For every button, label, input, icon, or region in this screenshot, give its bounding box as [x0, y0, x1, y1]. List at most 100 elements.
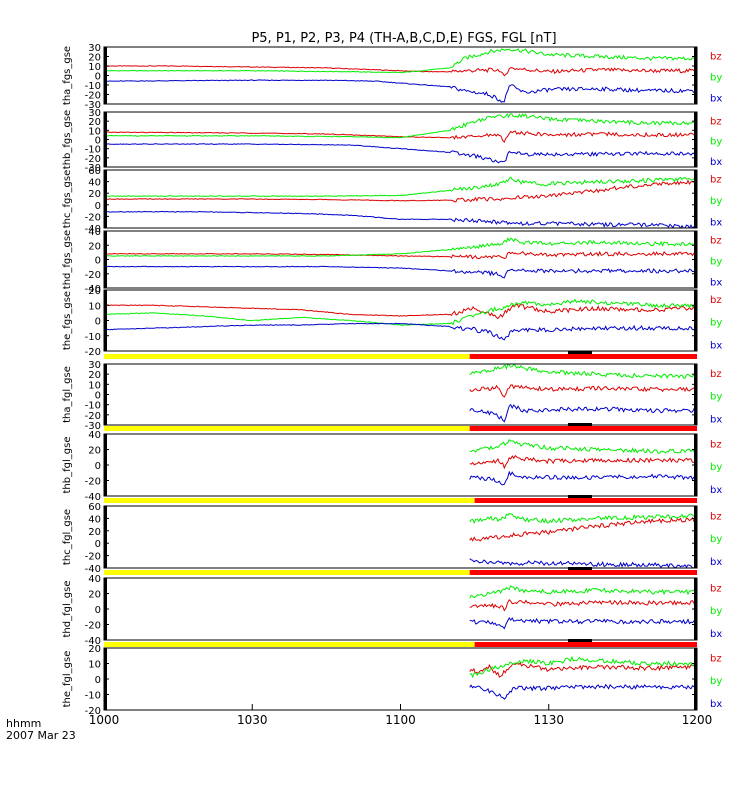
- series-bz-line: [469, 454, 697, 470]
- x-tick-label: 1200: [682, 713, 713, 727]
- series-bz-line: [469, 662, 697, 678]
- legend-label-bx: bx: [710, 218, 722, 229]
- panel-traces: [104, 237, 697, 279]
- series-bz-line: [104, 303, 697, 320]
- panel-frame: [103, 647, 698, 711]
- y-tick-label: -20: [85, 347, 101, 358]
- y-tick-label: 0: [95, 136, 101, 147]
- series-bz-line: [104, 179, 697, 203]
- y-tick-label: -40: [85, 284, 101, 295]
- y-tick-label: 0: [95, 461, 101, 472]
- legend-label-bz: bz: [710, 369, 722, 380]
- panel-thd_fgs_gse: 40 20 0 -20 -40 thd_fgs_gse bz by bx: [62, 227, 722, 295]
- panel-traces: [469, 438, 697, 486]
- series-bz-line: [104, 65, 697, 77]
- series-by-line: [104, 176, 697, 197]
- y-tick-label: -10: [85, 691, 101, 702]
- legend-label-by: by: [710, 318, 722, 329]
- panel-the_fgs_gse: 20 10 0 -10 -20 the_fgs_gse bz by bx: [62, 286, 722, 358]
- legend-label-by: by: [710, 392, 722, 403]
- y-tick-label: 0: [95, 539, 101, 550]
- legend-label-by: by: [710, 73, 722, 84]
- date-label: 2007 Mar 23: [6, 729, 76, 742]
- series-bz-line: [469, 598, 697, 612]
- panel-traces: [469, 655, 697, 700]
- y-tick-label: -20: [85, 706, 101, 717]
- y-tick-label: 20: [88, 370, 101, 381]
- y-tick-label: 0: [95, 391, 101, 402]
- series-bx-line: [104, 265, 697, 279]
- mode-bar-marker: [568, 351, 592, 354]
- series-bx-line: [104, 143, 697, 164]
- y-tick-label: 30: [88, 360, 101, 371]
- y-tick-label: -20: [85, 154, 101, 165]
- series-bx-line: [469, 403, 697, 423]
- panel-traces: [469, 584, 697, 630]
- series-by-line: [104, 298, 697, 326]
- panel-the_fgl_gse: 20 10 0 -10 -20 the_fgl_gse bz by bx: [62, 644, 722, 717]
- x-axis: 1000 1030 1100 1130 1200: [89, 704, 713, 727]
- y-tick-label: 40: [88, 178, 101, 189]
- mode-bar-fast: [469, 354, 697, 359]
- panel-traces: [104, 176, 697, 228]
- y-axis-label: thd_fgs_gse: [62, 230, 73, 289]
- panel-frame: [103, 111, 698, 168]
- y-tick-label: 10: [88, 126, 101, 137]
- series-bz-line: [469, 384, 697, 398]
- right-edge-band: [694, 170, 697, 228]
- chart-title: P5, P1, P2, P3, P4 (TH-A,B,C,D,E) FGS, F…: [251, 31, 556, 46]
- y-tick-label: -10: [85, 401, 101, 412]
- y-tick-label: 20: [88, 189, 101, 200]
- y-tick-label: 0: [95, 317, 101, 328]
- series-by-line: [469, 513, 697, 525]
- mode-bar-marker: [568, 423, 592, 426]
- legend-label-bx: bx: [710, 699, 722, 710]
- panel-traces: [104, 48, 697, 103]
- series-bx-line: [469, 558, 697, 568]
- legend-label-bx: bx: [710, 340, 722, 351]
- y-tick-label: 40: [88, 430, 101, 441]
- legend-label-bz: bz: [710, 653, 722, 664]
- panel-frame: [103, 577, 698, 641]
- y-tick-label: 30: [88, 108, 101, 119]
- series-bz-line: [104, 130, 697, 144]
- y-tick-label: -20: [85, 212, 101, 223]
- series-by-line: [469, 655, 697, 679]
- mode-bar-fast: [474, 642, 697, 647]
- y-tick-label: 0: [95, 256, 101, 267]
- legend-label-bx: bx: [710, 94, 722, 105]
- y-tick-label: 20: [88, 446, 101, 457]
- series-by-line: [469, 584, 697, 599]
- y-tick-label: 20: [88, 527, 101, 538]
- legend-label-by: by: [710, 606, 722, 617]
- y-tick-label: 10: [88, 660, 101, 671]
- series-bz-line: [104, 250, 697, 260]
- legend-label-bx: bx: [710, 414, 722, 425]
- y-axis-label: thd_fgl_gse: [62, 581, 73, 638]
- legend-label-bz: bz: [710, 439, 722, 450]
- legend-label-by: by: [710, 462, 722, 473]
- y-tick-label: 20: [88, 53, 101, 64]
- mode-bar-fast: [474, 498, 697, 503]
- mode-bar: [104, 495, 697, 503]
- y-tick-label: -20: [85, 552, 101, 563]
- series-bx-line: [104, 322, 697, 341]
- panel-traces: [104, 298, 697, 341]
- y-axis-label: thc_fgl_gse: [62, 509, 73, 565]
- legend-label-by: by: [710, 534, 722, 545]
- y-axis-label: the_fgs_gse: [62, 291, 73, 350]
- y-tick-label: 20: [88, 644, 101, 655]
- y-tick-label: -20: [85, 91, 101, 102]
- mode-bar-marker: [568, 639, 592, 642]
- x-tick-label: 1000: [89, 713, 120, 727]
- y-tick-label: 40: [88, 514, 101, 525]
- panel-frame: [103, 289, 698, 352]
- y-tick-label: 0: [95, 605, 101, 616]
- y-tick-label: 0: [95, 675, 101, 686]
- panel-frame: [103, 46, 698, 105]
